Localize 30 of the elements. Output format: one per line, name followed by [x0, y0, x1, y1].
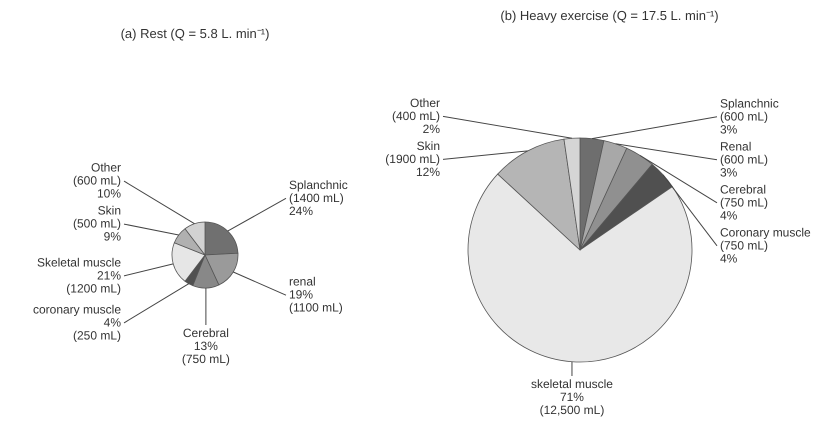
- data-label: (600 mL) 10%: [72, 174, 122, 201]
- slice-label: Splanchnic: [289, 178, 348, 192]
- slice-label: Other: [410, 96, 440, 110]
- data-label: 71% (12,500 mL): [540, 390, 604, 417]
- slice-label: Splanchnic: [720, 96, 779, 110]
- slice-label: Renal: [720, 139, 752, 154]
- slice-label: Cerebral: [720, 182, 766, 196]
- data-label: (600 mL) 3%: [720, 152, 768, 180]
- slice-label: Skin: [98, 204, 121, 218]
- data-label: 4% (250 mL): [72, 315, 122, 342]
- data-label: (600 mL) 3%: [720, 109, 768, 136]
- chart-title: (a) Rest (Q = 5.8 L. min⁻¹): [120, 26, 270, 41]
- chart-title: (b) Heavy exercise (Q = 17.5 L. min⁻¹): [500, 8, 719, 23]
- data-label: (1400 mL) 24%: [289, 190, 344, 218]
- data-label: (1900 mL) 12%: [385, 152, 440, 179]
- slice-label: Cerebral: [182, 326, 229, 340]
- slice-label: Coronary muscle: [720, 225, 812, 240]
- data-label: 19% (1100 mL): [289, 288, 343, 315]
- slice-label: Skeletal muscle: [36, 255, 122, 270]
- slice-label: Other: [90, 160, 121, 175]
- data-label: (400 mL) 2%: [392, 108, 440, 136]
- slice-label: coronary muscle: [32, 302, 122, 316]
- slice-label: renal: [289, 274, 316, 289]
- data-label: (750 mL) 4%: [720, 238, 768, 266]
- slice-label: skeletal muscle: [530, 377, 614, 391]
- data-label: 13% (750 mL): [182, 339, 230, 366]
- data-label: (750 mL) 4%: [720, 195, 768, 222]
- data-label: 21% (1200 mL): [66, 268, 122, 296]
- data-label: (500 mL) 9%: [72, 216, 122, 244]
- slice-label: Skin: [416, 138, 440, 153]
